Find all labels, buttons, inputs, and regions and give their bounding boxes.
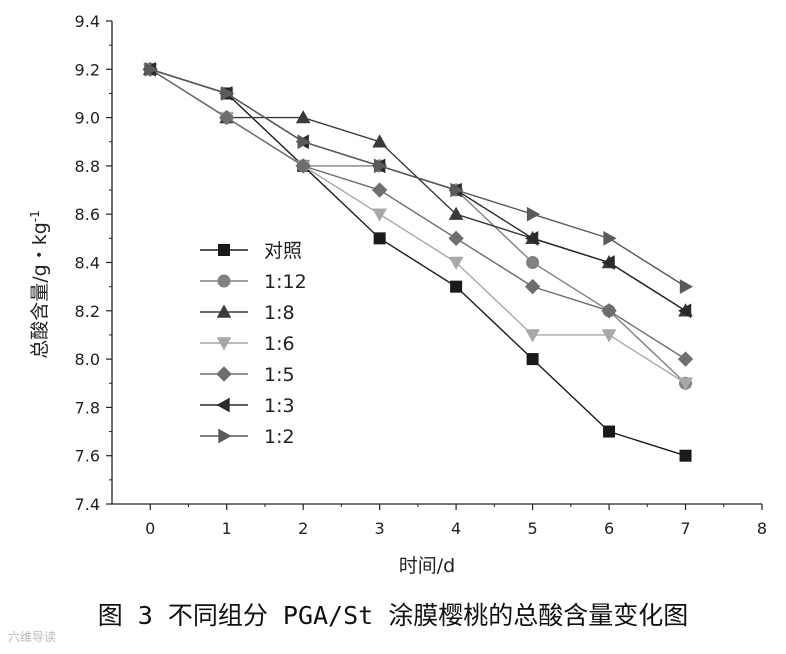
y-tick-label: 7.6 [75, 447, 100, 466]
x-axis-title: 时间/d [399, 555, 455, 577]
y-tick-label: 7.4 [75, 495, 100, 514]
data-point [221, 86, 235, 101]
data-point [450, 182, 464, 198]
total-acid-line-chart: 0 1 2 3 4 5 6 7 8 7.4 7.6 7.8 8.0 8.2 8.4 8.6 8.8 9.0 9.2… [28, 12, 767, 577]
series-line [149, 68, 686, 360]
data-point [679, 449, 692, 462]
data-point [373, 158, 388, 174]
y-tick-label: 9.4 [75, 12, 100, 31]
series-layer [142, 61, 694, 462]
data-point [525, 329, 540, 343]
x-tick-label: 1 [222, 519, 232, 538]
data-point [677, 303, 692, 319]
data-point [295, 158, 311, 174]
data-point [525, 231, 539, 246]
data-point [601, 303, 617, 319]
series-triangle-right [144, 61, 694, 294]
x-tick-label: 0 [145, 519, 155, 538]
data-point [144, 61, 158, 77]
legend-label: 1:12 [264, 271, 307, 293]
x-tick-label: 2 [298, 519, 308, 538]
legend-label: 1:3 [264, 395, 295, 417]
data-point [603, 231, 617, 246]
legend-label: 1:6 [264, 333, 295, 355]
data-point [218, 109, 235, 126]
data-point [448, 256, 464, 271]
y-tick-label: 9.2 [75, 60, 100, 79]
legend-marker [216, 397, 230, 413]
series-line [150, 68, 686, 457]
y-tick-label: 8.0 [75, 350, 100, 369]
legend-marker [218, 244, 230, 256]
data-point [524, 278, 541, 295]
y-tick-label: 7.8 [75, 398, 100, 417]
data-point [679, 279, 694, 294]
y-axis-title-superscript: -1 [28, 210, 42, 222]
data-point [677, 351, 694, 367]
legend-item: 1:3 [200, 395, 295, 417]
y-tick-labels: 7.4 7.6 7.8 8.0 8.2 8.4 8.6 8.8 9.0 9.2 9.4 [75, 12, 100, 514]
legend-label: 1:5 [264, 364, 295, 386]
data-point [448, 206, 464, 220]
y-tick-label: 8.2 [75, 302, 100, 321]
data-point [372, 208, 387, 222]
legend-item: 1:8 [200, 302, 295, 324]
data-point [450, 280, 463, 293]
data-point [295, 110, 311, 124]
figure-caption: 图 3 不同组分 PGA/St 涂膜樱桃的总酸含量变化图 [97, 601, 689, 630]
plot-frame [111, 21, 762, 505]
data-point [526, 353, 539, 366]
series-line [150, 68, 686, 312]
data-point [371, 182, 388, 198]
data-point [297, 134, 311, 150]
x-tick-labels: 0 1 2 3 4 5 6 7 8 [145, 519, 767, 538]
series-line [150, 68, 686, 288]
data-point [601, 255, 615, 270]
data-point [373, 232, 386, 245]
y-tick-label: 8.4 [75, 254, 100, 273]
legend-item: 1:5 [200, 364, 295, 386]
legend-label: 1:2 [264, 426, 295, 448]
legend-marker [216, 337, 232, 351]
legend-label: 对照 [264, 240, 302, 262]
data-point [601, 329, 617, 343]
data-point [603, 425, 616, 438]
x-tick-label: 6 [604, 519, 614, 538]
data-point [526, 256, 540, 269]
legend-item: 对照 [200, 240, 302, 262]
legend-label: 1:8 [264, 302, 295, 324]
data-point [448, 230, 464, 247]
legend-item: 1:6 [200, 333, 295, 355]
watermark-text: 六维导读 [8, 630, 57, 644]
axis-ticks [106, 20, 763, 510]
legend-item: 1:12 [200, 271, 307, 293]
y-tick-label: 8.6 [75, 205, 100, 224]
data-point [678, 377, 693, 391]
y-tick-label: 9.0 [75, 109, 100, 128]
legend: 对照 1:12 1:8 1:6 1:5 1:3 1:2 [200, 240, 307, 448]
y-tick-label: 8.8 [75, 157, 100, 176]
data-point [526, 206, 541, 222]
legend-marker [218, 428, 232, 444]
x-tick-label: 8 [757, 519, 767, 538]
x-tick-label: 3 [375, 519, 385, 538]
legend-marker [216, 366, 232, 382]
data-point [372, 134, 387, 148]
series-line [149, 68, 686, 312]
x-tick-label: 4 [451, 519, 461, 538]
y-axis-title: 总酸含量/g・kg-1 [28, 210, 51, 359]
x-tick-label: 7 [680, 519, 690, 538]
legend-item: 1:2 [200, 426, 295, 448]
legend-marker [216, 304, 232, 318]
x-tick-label: 5 [527, 519, 537, 538]
y-axis-title-main: 总酸含量/g・kg [29, 222, 51, 359]
series-diamond [142, 61, 694, 367]
legend-marker [217, 274, 231, 288]
